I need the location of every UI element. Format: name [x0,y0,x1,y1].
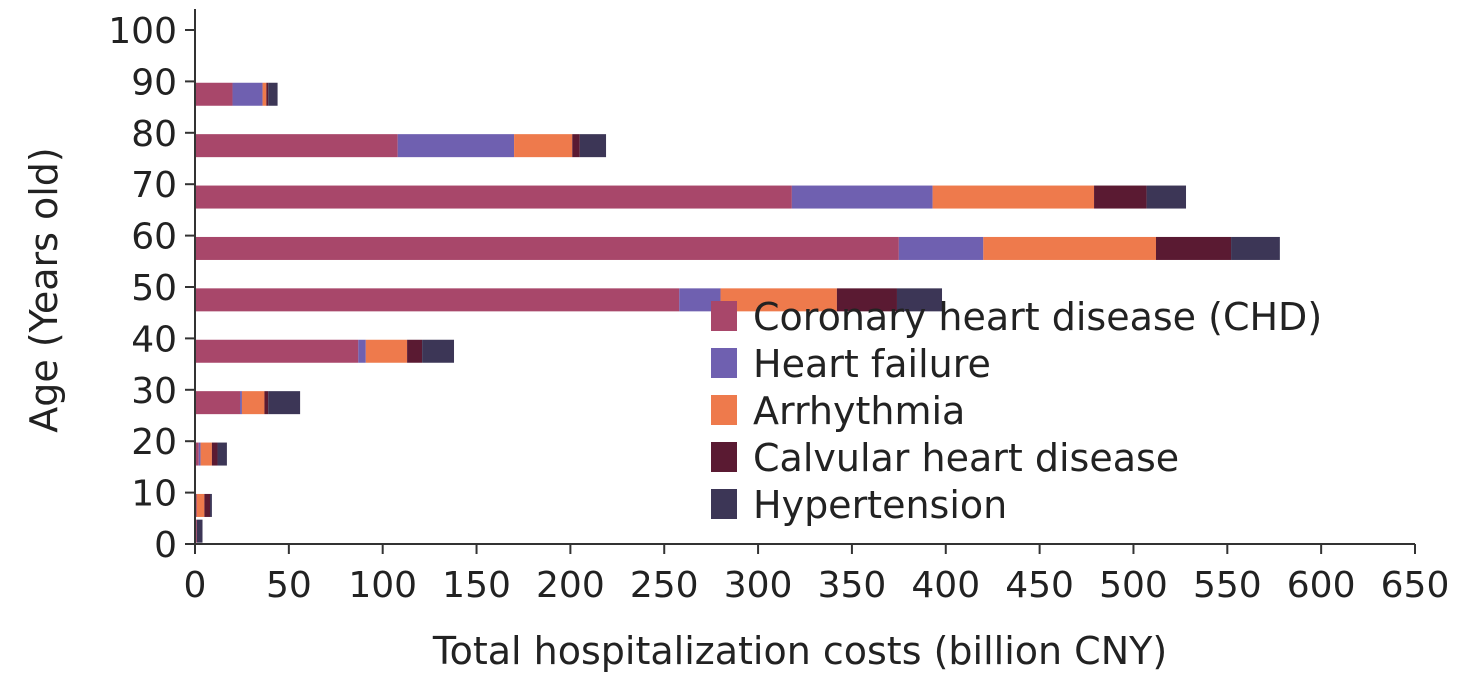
legend-swatch [711,442,737,472]
bar-segment-coronary-heart-disease-chd-70-79 [195,185,792,209]
bar-segment-arrhythmia-50-59 [720,288,837,312]
x-tick-label: 200 [536,565,605,606]
bar-segment-hypertension-50-59 [896,288,943,312]
x-tick-label: 350 [818,565,887,606]
bar-segment-coronary-heart-disease-chd-30-39 [195,391,241,415]
y-tick-label: 40 [131,319,177,360]
bar-segment-arrhythmia-60-69 [983,236,1156,260]
legend-swatch [711,489,737,519]
bar-segment-arrhythmia-30-39 [241,391,265,415]
bar-segment-arrhythmia-90-99 [262,82,267,106]
bar-segment-hypertension-80-89 [579,134,607,158]
y-tick-label: 0 [154,525,177,566]
x-tick-label: 0 [184,565,207,606]
bar-segment-arrhythmia-80-89 [514,134,573,158]
bar-segment-heart-failure-70-79 [791,185,933,209]
y-tick-label: 20 [131,422,177,463]
bar-segment-calvular-heart-disease-20-29 [211,442,218,466]
x-axis-title: Total hospitalization costs (billion CNY… [432,629,1167,673]
bar-segment-hypertension-60-69 [1231,236,1280,260]
legend-label: Coronary heart disease (CHD) [753,295,1322,339]
x-tick-label: 450 [1005,565,1074,606]
bar-segment-heart-failure-50-59 [679,288,721,312]
bar-segment-calvular-heart-disease-90-99 [266,82,269,106]
bar-group [195,82,1280,543]
y-axis-title: Age (Years old) [22,147,66,432]
bar-segment-heart-failure-40-49 [358,339,366,363]
bar-segment-calvular-heart-disease-70-79 [1094,185,1147,209]
legend-label: Calvular heart disease [753,436,1179,480]
legend-swatch [711,395,737,425]
x-tick-label: 250 [630,565,699,606]
y-tick-label: 80 [131,114,177,155]
x-tick-label: 650 [1381,565,1450,606]
y-axis-ticks: 0 10 20 30 40 50 60 70 80 90 100 [108,11,195,566]
bar-segment-calvular-heart-disease-60-69 [1155,236,1232,260]
x-tick-label: 400 [911,565,980,606]
y-tick-label: 70 [131,165,177,206]
y-tick-label: 90 [131,62,177,103]
bar-segment-arrhythmia-40-49 [365,339,408,363]
legend-label: Arrhythmia [753,389,965,433]
bar-segment-coronary-heart-disease-chd-90-99 [195,82,233,106]
bar-segment-calvular-heart-disease-30-39 [264,391,269,415]
y-tick-label: 60 [131,217,177,258]
legend: Coronary heart disease (CHD)Heart failur… [711,295,1322,527]
legend-swatch [711,348,737,378]
x-axis-ticks: 0 50 100 150 200 250 300 350 400 450 500 550 600 650 [184,544,1450,606]
x-tick-label: 500 [1099,565,1168,606]
bar-segment-heart-failure-20-29 [198,442,201,466]
bar-segment-calvular-heart-disease-40-49 [407,339,423,363]
bar-segment-heart-failure-30-39 [240,391,242,415]
y-tick-label: 100 [108,11,177,52]
bar-segment-calvular-heart-disease-80-89 [572,134,580,158]
bar-segment-arrhythmia-20-29 [200,442,212,466]
bar-segment-heart-failure-80-89 [397,134,515,158]
bar-segment-coronary-heart-disease-chd-40-49 [195,339,359,363]
x-tick-label: 550 [1193,565,1262,606]
bar-segment-coronary-heart-disease-chd-50-59 [195,288,680,312]
bar-segment-heart-failure-90-99 [232,82,263,106]
x-tick-label: 150 [442,565,511,606]
bar-segment-coronary-heart-disease-chd-60-69 [195,236,899,260]
bar-segment-hypertension-0-9 [196,519,203,543]
legend-label: Hypertension [753,483,1007,527]
bar-segment-coronary-heart-disease-chd-80-89 [195,134,398,158]
x-tick-label: 600 [1287,565,1356,606]
bar-segment-heart-failure-60-69 [898,236,984,260]
legend-label: Heart failure [753,342,991,386]
bar-segment-hypertension-10-19 [210,493,212,517]
x-tick-label: 50 [266,565,312,606]
bar-segment-hypertension-20-29 [217,442,227,466]
x-tick-label: 100 [348,565,417,606]
bar-segment-arrhythmia-70-79 [932,185,1095,209]
bar-segment-hypertension-30-39 [268,391,301,415]
bar-segment-hypertension-70-79 [1146,185,1187,209]
bar-segment-hypertension-90-99 [268,82,278,106]
legend-swatch [711,301,737,331]
bar-segment-calvular-heart-disease-10-19 [204,493,211,517]
y-tick-label: 30 [131,371,177,412]
x-tick-label: 300 [724,565,793,606]
bar-segment-coronary-heart-disease-chd-20-29 [195,442,199,466]
bar-segment-calvular-heart-disease-50-59 [836,288,897,312]
y-tick-label: 10 [131,474,177,515]
y-tick-label: 50 [131,268,177,309]
bar-segment-hypertension-40-49 [422,339,455,363]
bar-segment-arrhythmia-10-19 [196,493,205,517]
